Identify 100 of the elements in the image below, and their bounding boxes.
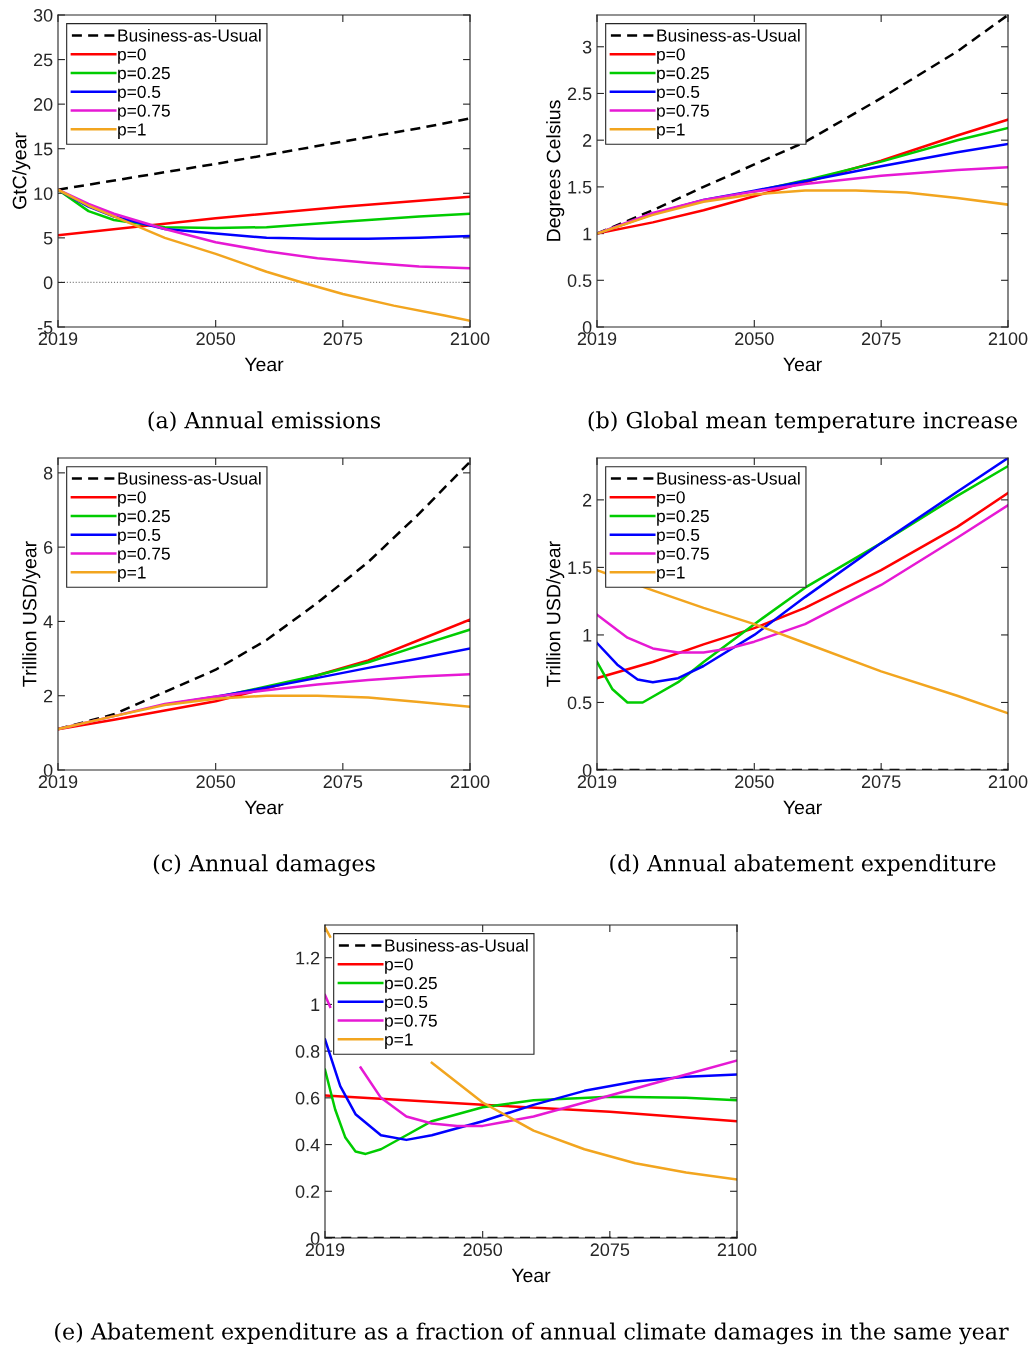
x-tick-label: 2100	[450, 775, 490, 789]
y-axis-title: Trillion USD/year	[22, 541, 41, 687]
text: (d) Annual abatement expenditure	[610, 854, 996, 876]
x-tick-label: 2100	[988, 775, 1028, 789]
y-tick-label: 30	[33, 8, 53, 22]
x-axis-title: Year	[783, 357, 822, 372]
legend-label: p=0	[385, 958, 413, 974]
legend-label: p=0.5	[657, 85, 700, 102]
y-tick-label: 0	[582, 320, 592, 334]
text: (a) Annual emissions	[148, 411, 381, 432]
x-axis-title: Year	[511, 1268, 551, 1283]
text: (c) Annual damages	[153, 854, 375, 877]
x-tick-label: 2075	[323, 775, 363, 789]
y-tick-label: 0	[310, 1231, 320, 1245]
legend-label: p=1	[118, 123, 146, 140]
line-series	[597, 491, 1008, 680]
legend-label: p=0.5	[118, 528, 161, 545]
y-tick-label: 1	[583, 629, 592, 642]
legend-label: Business-as-Usual	[118, 28, 261, 42]
legend-label: p=1	[385, 1033, 413, 1050]
legend-label: Business-as-Usual	[118, 471, 261, 485]
legend-label: p=0.75	[657, 104, 709, 121]
y-tick-label: -5	[37, 321, 53, 334]
x-tick-label: 2050	[463, 1243, 503, 1257]
y-tick-label: 0	[43, 276, 53, 290]
legend-label: p=1	[118, 566, 146, 583]
y-tick-label: 2.5	[567, 87, 592, 101]
legend-label: p=0.75	[657, 547, 709, 564]
x-tick-label: 2050	[735, 775, 774, 789]
legend-label: p=0.75	[118, 547, 170, 564]
line-series	[58, 195, 470, 237]
legend-label: p=1	[657, 566, 685, 583]
y-tick-label: 0.4	[295, 1138, 320, 1152]
legend-label: p=0.5	[118, 85, 161, 102]
legend-label: p=0.75	[385, 1014, 437, 1031]
y-tick-label: 1.2	[296, 951, 320, 965]
legend-label: p=0.5	[385, 995, 428, 1012]
y-tick-label: 1.5	[568, 561, 592, 575]
line-series	[58, 188, 470, 323]
legend-label: p=0.25	[657, 66, 709, 83]
legend-label: p=0.75	[118, 104, 170, 121]
legend-label: p=0.25	[118, 509, 170, 526]
x-tick-label: 2019	[38, 332, 78, 346]
y-axis-title: Degrees Celsius	[546, 100, 565, 241]
x-tick-label: 2019	[305, 1243, 345, 1257]
y-tick-label: 2	[583, 493, 592, 507]
y-tick-label: 2	[44, 689, 53, 703]
legend-label: p=0	[657, 48, 685, 64]
y-tick-label: 4	[43, 615, 53, 628]
y-tick-label: 0	[43, 763, 53, 777]
line-series	[325, 1068, 737, 1156]
x-tick-label: 2075	[861, 775, 901, 789]
legend-label: Business-as-Usual	[385, 938, 528, 952]
y-tick-label: 6	[44, 541, 53, 554]
legend-label: p=0	[118, 491, 146, 507]
x-axis-title: Year	[783, 800, 822, 815]
x-tick-label: 2050	[196, 332, 236, 346]
legend-label: p=0.25	[385, 976, 437, 993]
x-tick-label: 2050	[735, 332, 774, 346]
text: (b) Global mean temperature increase	[588, 411, 1018, 433]
legend-label: Business-as-Usual	[657, 28, 800, 42]
line-series	[58, 694, 470, 731]
y-tick-label: 20	[33, 98, 53, 111]
legend-label: p=0	[657, 491, 685, 507]
x-axis-title: Year	[244, 800, 284, 815]
text: (e) Abatement expenditure as a fraction of annual climate damages in the same year	[55, 1322, 1009, 1345]
x-tick-label: 2019	[577, 332, 617, 346]
y-tick-label: 10	[34, 187, 53, 201]
y-tick-label: 3	[582, 40, 592, 54]
y-tick-label: 0.6	[295, 1091, 320, 1105]
legend-label: Business-as-Usual	[657, 471, 800, 485]
x-axis-title: Year	[244, 357, 284, 372]
x-tick-label: 2075	[861, 332, 901, 346]
y-tick-label: 25	[33, 53, 53, 67]
legend-label: p=0.25	[657, 509, 709, 526]
y-tick-label: 15	[34, 142, 53, 156]
y-tick-label: 8	[43, 466, 53, 480]
x-tick-label: 2100	[988, 332, 1028, 346]
y-tick-label: 1.5	[568, 181, 592, 194]
legend-label: p=1	[657, 123, 685, 140]
y-tick-label: 2	[583, 134, 592, 147]
x-tick-label: 2075	[323, 332, 363, 346]
x-tick-label: 2100	[450, 332, 490, 346]
y-axis-title: GtC/year	[12, 132, 31, 209]
line-series	[597, 189, 1008, 235]
y-tick-label: 0.5	[567, 274, 592, 288]
x-tick-label: 2100	[717, 1243, 757, 1257]
x-tick-label: 2019	[577, 775, 617, 789]
legend-label: p=0.25	[118, 66, 170, 83]
y-tick-label: 0	[582, 763, 592, 777]
y-tick-label: 0.2	[295, 1185, 320, 1198]
y-axis-title: Trillion USD/year	[546, 541, 565, 687]
y-tick-label: 1	[583, 227, 592, 241]
x-tick-label: 2050	[196, 775, 236, 789]
y-tick-label: 0.8	[295, 1045, 320, 1058]
y-tick-label: 5	[43, 231, 53, 245]
legend-label: p=0	[118, 48, 146, 64]
x-tick-label: 2019	[38, 775, 78, 789]
legend-label: p=0.5	[657, 528, 700, 545]
y-tick-label: 0.5	[567, 696, 592, 710]
